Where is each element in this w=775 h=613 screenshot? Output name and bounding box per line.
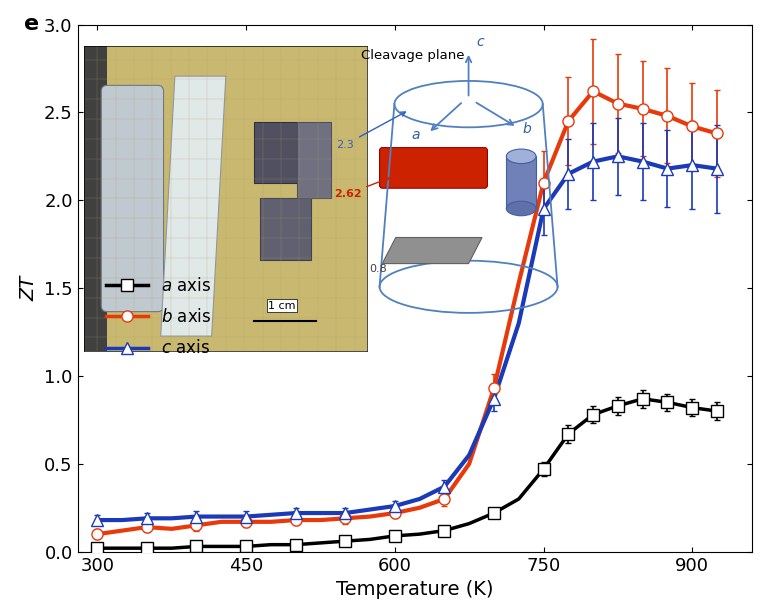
- Y-axis label: ZT: ZT: [19, 275, 38, 301]
- X-axis label: Temperature (K): Temperature (K): [336, 580, 494, 599]
- Text: e: e: [23, 14, 39, 34]
- Legend: $a$ axis, $b$ axis, $c$ axis: $a$ axis, $b$ axis, $c$ axis: [99, 270, 218, 364]
